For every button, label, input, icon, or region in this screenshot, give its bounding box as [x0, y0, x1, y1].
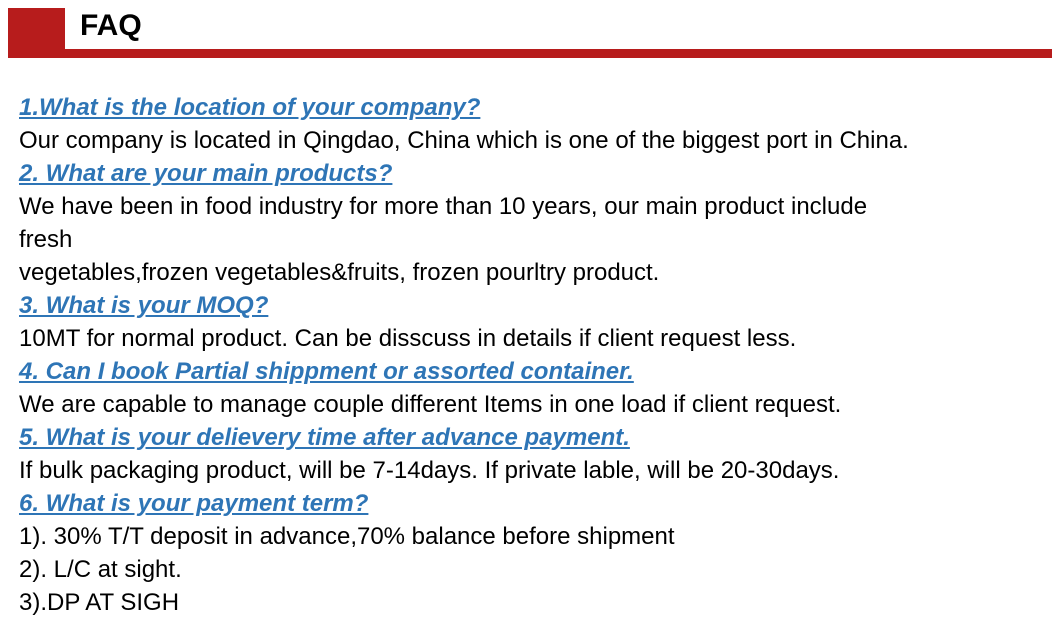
faq-answer: Our company is located in Qingdao, China…: [19, 127, 909, 154]
faq-answer: We are capable to manage couple differen…: [19, 391, 842, 418]
faq-question: 4. Can I book Partial shippment or assor…: [19, 358, 634, 385]
faq-answer: If bulk packaging product, will be 7-14d…: [19, 457, 840, 484]
faq-question: 5. What is your delievery time after adv…: [19, 424, 630, 451]
faq-question: 2. What are your main products?: [19, 160, 393, 187]
faq-answer: 1). 30% T/T deposit in advance,70% balan…: [19, 523, 675, 550]
faq-answer: 2). L/C at sight.: [19, 556, 182, 583]
faq-question: 1.What is the location of your company?: [19, 94, 481, 121]
header-accent-block: [8, 8, 65, 58]
faq-answer: fresh: [19, 226, 73, 253]
faq-answer: vegetables,frozen vegetables&fruits, fro…: [19, 259, 660, 286]
page-title: FAQ: [80, 9, 142, 42]
faq-question: 6. What is your payment term?: [19, 490, 369, 517]
faq-answer: We have been in food industry for more t…: [19, 193, 868, 220]
faq-answer: 10MT for normal product. Can be disscuss…: [19, 325, 797, 352]
faq-answer: 3).DP AT SIGH: [19, 589, 180, 616]
faq-list: 1.What is the location of your company? …: [19, 91, 1059, 619]
header-accent-line: [65, 49, 1052, 58]
faq-question: 3. What is your MOQ?: [19, 292, 269, 319]
